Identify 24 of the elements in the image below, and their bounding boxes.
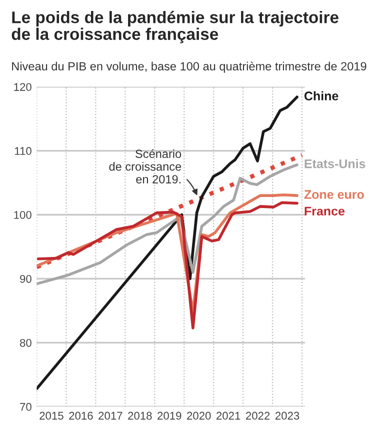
chart-title: Le poids de la pandémie sur la trajectoire de la croissance française <box>12 10 338 44</box>
line-series <box>36 163 298 286</box>
x-tick-label: 2023 <box>275 412 300 420</box>
series-label: Zone euro <box>304 190 364 199</box>
series-label: Etats-Unis <box>304 159 366 168</box>
y-tick-label: 120 <box>14 83 32 91</box>
y-tick-label: 100 <box>14 211 32 219</box>
series-label: France <box>304 206 345 216</box>
line-series <box>36 201 298 330</box>
y-tick-label: 70 <box>20 402 32 411</box>
x-tick-label: 2022 <box>246 412 270 420</box>
x-tick-label: 2016 <box>69 412 93 420</box>
x-tick-label: 2021 <box>216 412 240 420</box>
x-tick-label: 2018 <box>128 412 152 420</box>
x-tick-label: 2017 <box>98 412 122 420</box>
series-label: Chine <box>304 91 338 100</box>
annotation: Scénario de croissance en 2019. <box>109 149 182 184</box>
y-tick-label: 110 <box>15 147 32 155</box>
x-tick-label: 2015 <box>40 412 64 420</box>
x-tick-label: 2020 <box>187 412 211 420</box>
chart-subtitle: Niveau du PIB en volume, base 100 au quatrième trimestre de 2019 <box>12 62 366 73</box>
y-tick-label: 90 <box>20 274 32 283</box>
x-tick-label: 2019 <box>158 412 182 420</box>
y-tick-label: 80 <box>20 338 32 347</box>
